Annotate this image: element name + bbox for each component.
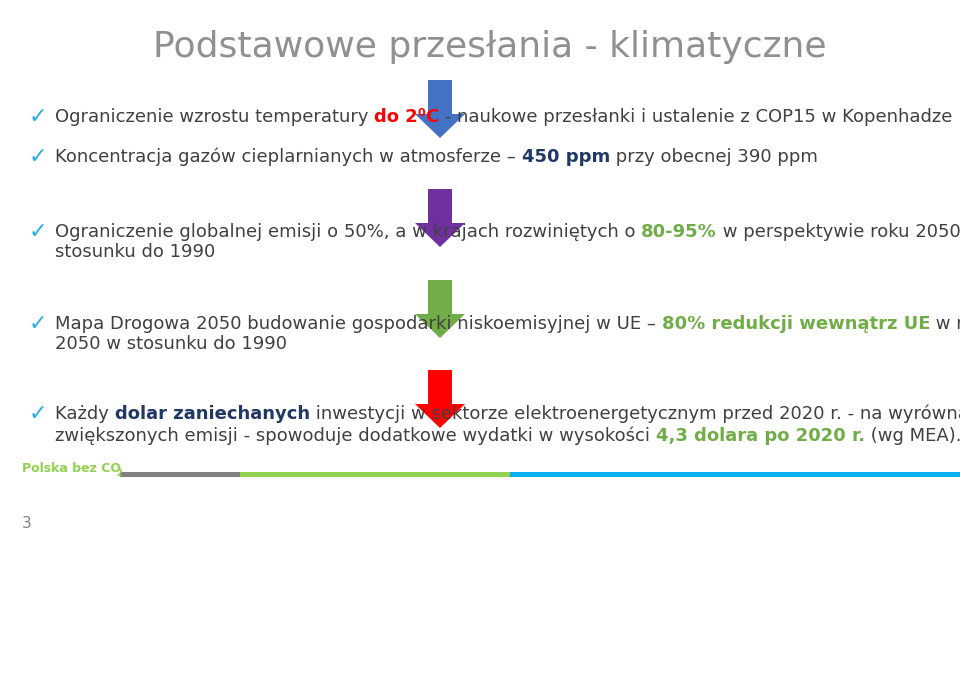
Text: 3: 3: [22, 516, 32, 531]
Text: 2: 2: [116, 468, 122, 477]
Bar: [120, 472, 240, 477]
Text: 2050 w stosunku do 1990: 2050 w stosunku do 1990: [55, 335, 287, 353]
Text: 80-95%: 80-95%: [641, 223, 717, 241]
Text: Mapa Drogowa 2050 budowanie gospodarki niskoemisyjnej w UE –: Mapa Drogowa 2050 budowanie gospodarki n…: [55, 315, 661, 333]
Text: dolar zaniechanych: dolar zaniechanych: [114, 405, 310, 423]
Text: ✓: ✓: [29, 147, 47, 167]
Text: Ograniczenie globalnej emisji o 50%, a w krajach rozwiniętych o: Ograniczenie globalnej emisji o 50%, a w…: [55, 223, 641, 241]
Text: przy obecnej 390 ppm: przy obecnej 390 ppm: [610, 148, 818, 166]
Bar: [428, 189, 452, 223]
Text: ✓: ✓: [29, 107, 47, 127]
Polygon shape: [415, 404, 465, 428]
Bar: [428, 280, 452, 314]
Bar: [428, 370, 452, 404]
Text: inwestycji w sektorze elektroenergetycznym przed 2020 r. - na wyrównanie: inwestycji w sektorze elektroenergetyczn…: [310, 405, 960, 424]
Text: zwiększonych emisji - spowoduje dodatkowe wydatki w wysokości: zwiększonych emisji - spowoduje dodatkow…: [55, 427, 656, 445]
Bar: [428, 80, 452, 114]
Text: do 2: do 2: [374, 108, 418, 126]
Text: stosunku do 1990: stosunku do 1990: [55, 243, 215, 261]
Text: Koncentracja gazów cieplarnianych w atmosferze –: Koncentracja gazów cieplarnianych w atmo…: [55, 148, 521, 166]
Polygon shape: [415, 114, 465, 138]
Bar: [510, 472, 960, 477]
Text: ✓: ✓: [29, 314, 47, 334]
Text: w roku: w roku: [930, 315, 960, 333]
Text: - naukowe przesłanki i ustalenie z COP15 w Kopenhadze: - naukowe przesłanki i ustalenie z COP15…: [439, 108, 952, 126]
Text: 450 ppm: 450 ppm: [521, 148, 610, 166]
Text: ✓: ✓: [29, 222, 47, 242]
Text: Podstawowe przesłania - klimatyczne: Podstawowe przesłania - klimatyczne: [154, 30, 827, 64]
Bar: [240, 472, 510, 477]
Text: Ograniczenie wzrostu temperatury: Ograniczenie wzrostu temperatury: [55, 108, 374, 126]
Text: ✓: ✓: [29, 404, 47, 424]
Text: C: C: [425, 108, 439, 126]
Text: w perspektywie roku 2050 w: w perspektywie roku 2050 w: [717, 223, 960, 241]
Text: Polska bez CO: Polska bez CO: [22, 462, 121, 475]
Text: 0: 0: [418, 108, 425, 118]
Text: (wg MEA).: (wg MEA).: [865, 427, 960, 445]
Text: 80% redukcji wewnątrz UE: 80% redukcji wewnątrz UE: [661, 315, 930, 333]
Text: Każdy: Każdy: [55, 405, 114, 423]
Text: 4,3 dolara po 2020 r.: 4,3 dolara po 2020 r.: [656, 427, 865, 445]
Polygon shape: [415, 314, 465, 338]
Polygon shape: [415, 223, 465, 247]
